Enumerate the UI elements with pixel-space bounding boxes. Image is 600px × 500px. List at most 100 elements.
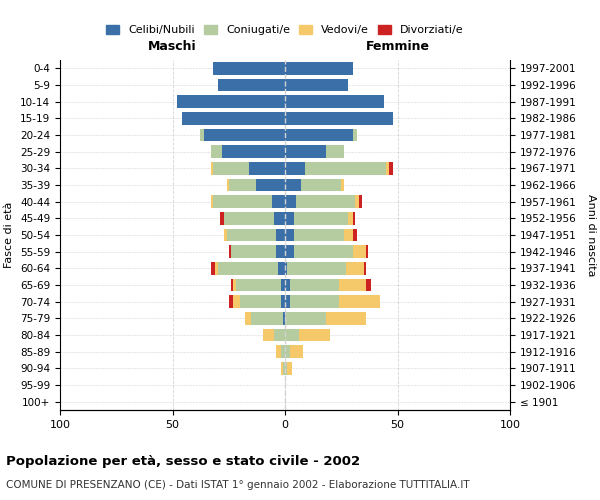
Bar — [359, 196, 361, 208]
Bar — [222, 146, 285, 158]
Bar — [339, 296, 380, 308]
Bar — [274, 329, 285, 341]
Bar — [249, 162, 285, 174]
Bar — [213, 62, 285, 74]
Bar — [389, 162, 393, 174]
Bar — [224, 212, 274, 224]
Bar — [353, 246, 366, 258]
Bar — [218, 262, 278, 274]
Bar — [285, 329, 299, 341]
Bar — [251, 312, 283, 324]
Bar — [281, 279, 285, 291]
Bar — [227, 229, 276, 241]
Bar — [348, 212, 353, 224]
Bar — [346, 262, 364, 274]
Bar — [386, 162, 389, 174]
Legend: Celibi/Nubili, Coniugati/e, Vedovi/e, Divorziati/e: Celibi/Nubili, Coniugati/e, Vedovi/e, Di… — [102, 20, 468, 40]
Bar — [177, 96, 285, 108]
Bar — [211, 162, 213, 174]
Bar — [343, 229, 353, 241]
Bar — [204, 128, 285, 141]
Bar — [294, 246, 353, 258]
Bar — [296, 196, 355, 208]
Bar — [213, 162, 249, 174]
Bar — [240, 296, 281, 308]
Bar — [274, 212, 285, 224]
Bar — [285, 62, 353, 74]
Bar — [276, 346, 281, 358]
Bar — [276, 229, 285, 241]
Bar — [287, 362, 292, 374]
Bar — [341, 179, 343, 191]
Bar — [235, 279, 281, 291]
Y-axis label: Fasce di età: Fasce di età — [4, 202, 14, 268]
Bar — [283, 362, 285, 374]
Bar — [218, 78, 285, 91]
Bar — [245, 312, 251, 324]
Bar — [229, 246, 231, 258]
Bar — [285, 128, 353, 141]
Bar — [285, 312, 325, 324]
Bar — [285, 196, 296, 208]
Bar — [215, 262, 218, 274]
Bar — [231, 279, 233, 291]
Bar — [325, 312, 366, 324]
Bar — [182, 112, 285, 124]
Bar — [339, 279, 366, 291]
Bar — [263, 329, 274, 341]
Text: Maschi: Maschi — [148, 40, 197, 53]
Bar — [281, 296, 285, 308]
Bar — [366, 279, 371, 291]
Y-axis label: Anni di nascita: Anni di nascita — [586, 194, 596, 276]
Bar — [294, 212, 348, 224]
Bar — [285, 246, 294, 258]
Bar — [211, 262, 215, 274]
Bar — [233, 296, 240, 308]
Bar — [285, 96, 384, 108]
Bar — [325, 146, 343, 158]
Bar — [227, 179, 229, 191]
Bar — [353, 128, 357, 141]
Bar — [353, 212, 355, 224]
Bar — [283, 312, 285, 324]
Bar — [285, 162, 305, 174]
Bar — [290, 296, 339, 308]
Bar — [271, 196, 285, 208]
Bar — [285, 346, 290, 358]
Bar — [211, 146, 222, 158]
Bar — [285, 296, 290, 308]
Bar — [285, 362, 287, 374]
Bar — [285, 78, 348, 91]
Bar — [220, 212, 224, 224]
Bar — [285, 229, 294, 241]
Bar — [224, 229, 227, 241]
Bar — [229, 296, 233, 308]
Bar — [301, 179, 341, 191]
Bar — [366, 246, 368, 258]
Bar — [364, 262, 366, 274]
Bar — [285, 112, 393, 124]
Bar — [299, 329, 330, 341]
Bar — [229, 179, 256, 191]
Bar — [285, 279, 290, 291]
Bar — [285, 179, 301, 191]
Bar — [285, 212, 294, 224]
Bar — [285, 262, 287, 274]
Bar — [231, 246, 276, 258]
Bar — [287, 262, 346, 274]
Bar — [281, 362, 283, 374]
Bar — [290, 279, 339, 291]
Bar — [233, 279, 235, 291]
Bar — [305, 162, 386, 174]
Text: Popolazione per età, sesso e stato civile - 2002: Popolazione per età, sesso e stato civil… — [6, 455, 360, 468]
Bar — [290, 346, 303, 358]
Bar — [281, 346, 285, 358]
Bar — [294, 229, 343, 241]
Bar — [278, 262, 285, 274]
Bar — [213, 196, 271, 208]
Bar — [276, 246, 285, 258]
Bar — [285, 146, 325, 158]
Bar — [211, 196, 213, 208]
Text: Femmine: Femmine — [365, 40, 430, 53]
Text: COMUNE DI PRESENZANO (CE) - Dati ISTAT 1° gennaio 2002 - Elaborazione TUTTITALIA: COMUNE DI PRESENZANO (CE) - Dati ISTAT 1… — [6, 480, 470, 490]
